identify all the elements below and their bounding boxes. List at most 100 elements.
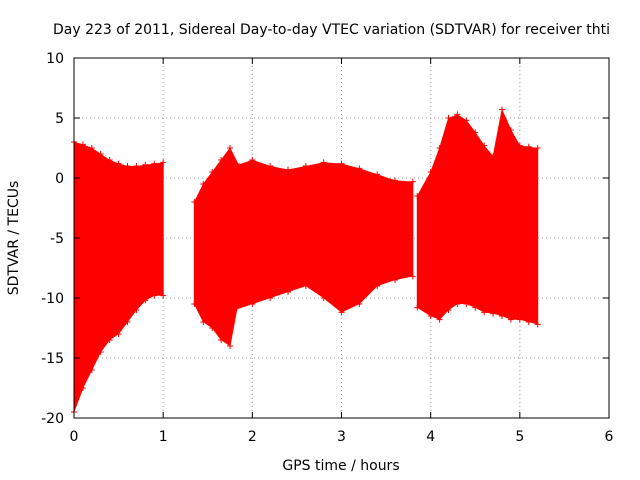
point-marker-0-0-10-high [160,159,167,166]
point-marker-0-3-8-high [490,153,497,160]
x-tick-label-2: 2 [248,429,257,445]
point-marker-0-2-8-low [374,283,381,289]
point-marker-0-0-6-high [124,163,131,169]
point-marker-0-3-7-low [481,309,488,316]
point-marker-0-3-6-low [472,304,479,311]
x-tick-label-1: 1 [159,429,168,445]
point-marker-0-3-12-high [525,143,532,150]
point-marker-0-0-6-low [124,319,131,325]
point-marker-0-2-10-high [409,178,416,185]
point-marker-0-3-4-high [454,111,461,118]
error-bar-segment-0-2 [234,160,414,313]
point-marker-0-1-3-low [218,337,225,343]
point-marker-0-2-7-low [356,301,363,307]
point-marker-0-2-7-high [356,165,363,172]
chart-title: Day 223 of 2011, Sidereal Day-to-day VTE… [53,22,610,38]
point-marker-0-3-0-low [414,304,421,311]
point-marker-0-3-8-low [490,310,497,317]
point-marker-0-3-10-low [507,316,514,323]
point-marker-0-3-3-low [445,307,452,313]
point-marker-0-3-10-high [507,127,514,133]
point-marker-0-0-8-low [142,297,149,304]
point-marker-0-0-4-high [106,157,113,163]
point-marker-0-3-13-high [534,145,541,151]
point-marker-0-3-9-high [499,106,505,113]
point-marker-0-3-1-high [427,169,434,175]
point-marker-0-3-2-high [436,145,443,151]
point-marker-0-1-1-low [200,319,207,325]
x-tick-label-0: 0 [70,429,79,445]
x-tick-label-5: 5 [515,429,524,445]
point-marker-0-2-5-low [320,295,327,301]
y-tick-label-1: -15 [41,351,64,367]
point-marker-0-3-7-high [481,142,488,149]
point-marker-0-0-9-low [151,292,158,299]
point-marker-0-3-1-low [427,313,434,319]
point-marker-0-2-1-low [249,301,256,307]
x-tick-label-3: 3 [337,429,346,445]
point-marker-0-0-10-low [160,292,167,299]
point-marker-0-0-7-high [133,163,140,169]
point-marker-0-3-3-high [445,115,452,121]
point-marker-0-3-5-high [463,117,470,124]
point-marker-0-3-9-low [499,313,505,319]
point-marker-0-0-2-high [88,145,95,151]
point-marker-0-2-4-high [302,163,309,169]
point-marker-0-2-3-high [285,166,291,173]
point-marker-0-3-13-low [534,321,541,328]
point-marker-0-2-9-high [392,177,398,184]
y-tick-label-5: 5 [55,111,64,127]
point-marker-0-0-3-low [97,349,104,355]
point-marker-0-1-0-high [191,199,198,205]
point-marker-0-3-11-low [516,316,523,323]
point-marker-0-3-11-high [516,142,523,149]
point-marker-0-2-3-low [285,289,291,295]
axis-ticks: 0 1 2 3 4 5 6 -20 -15 -10 -5 0 5 10 [41,51,613,445]
y-tick-label-6: 10 [46,51,64,67]
point-marker-0-0-4-low [106,337,113,343]
point-marker-0-1-4-high [227,145,234,151]
y-tick-label-4: 0 [55,171,64,187]
point-marker-0-0-3-high [97,151,104,157]
error-bar-segment-0-3 [416,109,539,325]
point-marker-0-2-1-high [249,157,256,163]
point-marker-0-1-0-low [191,301,198,307]
x-tick-label-4: 4 [426,429,435,445]
point-marker-0-2-2-high [267,163,274,169]
point-marker-0-2-5-high [320,159,327,166]
point-marker-0-2-4-low [302,283,309,289]
point-marker-0-0-1-high [79,141,86,148]
y-axis-label: SDTVAR / TECUs [6,181,22,296]
point-marker-0-3-5-low [463,301,470,307]
point-marker-0-3-0-high [414,193,421,199]
point-marker-0-1-4-low [227,343,234,349]
point-marker-0-0-5-low [115,331,122,337]
point-marker-0-0-2-low [88,367,95,373]
error-bar-segment-0-1 [193,148,240,346]
point-marker-0-3-2-low [436,316,443,323]
x-axis-label: GPS time / hours [282,458,399,474]
point-marker-0-1-1-high [200,181,207,187]
point-marker-0-2-6-low [338,309,345,316]
point-marker-0-2-0-high [231,163,238,169]
point-marker-0-2-0-low [231,307,238,313]
point-marker-0-0-8-high [142,161,149,168]
point-marker-0-1-3-high [218,157,225,163]
point-marker-0-2-6-high [338,160,345,167]
x-tick-label-6: 6 [605,429,614,445]
point-marker-0-0-1-low [79,385,86,391]
point-marker-0-0-9-high [151,160,158,167]
point-marker-0-2-9-low [392,277,398,283]
point-marker-0-2-10-low [409,273,416,280]
point-marker-0-0-5-high [115,160,122,167]
data-layer [71,106,541,415]
point-marker-0-1-2-low [209,325,216,331]
y-tick-label-3: -5 [50,231,64,247]
point-marker-0-1-2-high [209,169,216,175]
point-marker-0-2-2-low [267,295,274,301]
y-tick-label-2: -10 [41,291,64,307]
point-marker-0-2-8-high [374,171,381,178]
error-bar-segment-0-0 [73,142,164,412]
point-marker-0-3-12-low [525,319,532,325]
